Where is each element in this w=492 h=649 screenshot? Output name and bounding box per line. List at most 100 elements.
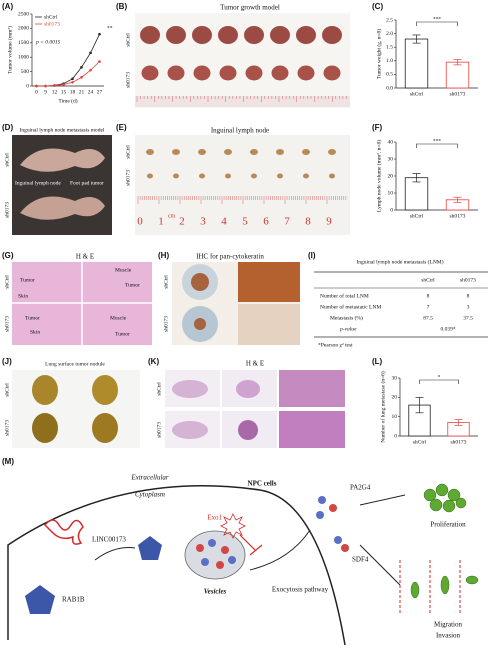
annotation: *: [438, 374, 441, 380]
point: [80, 65, 83, 69]
lymph-node: [303, 173, 309, 179]
panel-label: (J): [2, 357, 12, 366]
label-exo: Exo1: [207, 514, 222, 522]
point: [89, 51, 92, 55]
point: [62, 83, 65, 86]
ruler-unit: cm: [168, 213, 176, 219]
lymph-node: [172, 149, 180, 155]
label-sdf4: SDF4: [352, 556, 369, 564]
tumor: [271, 65, 289, 81]
panel-label: (H): [158, 251, 169, 260]
annotation: p = 0.0015: [35, 39, 61, 45]
y-tick-label: 2000: [18, 26, 29, 32]
annotation: ***: [433, 16, 442, 22]
panel-title: Tumor growth model: [220, 4, 280, 12]
panel-title: Lung surface tumor nodule: [45, 360, 105, 367]
y-axis-label: Number of lung metastase (n=6): [379, 371, 386, 443]
table-footnote: *Pearson χ² test: [318, 342, 353, 348]
point: [71, 80, 74, 84]
row-label: sh0173: [4, 420, 10, 436]
x-tick-label: 0: [35, 89, 38, 95]
significance-bracket: [416, 143, 458, 148]
table-cell: Number of metastatic LNM: [320, 303, 381, 310]
x-tick-label: 15: [61, 89, 67, 95]
panel-title: H & E: [246, 360, 264, 368]
y-tick-label: 500: [21, 69, 30, 75]
row-label: sh0173: [125, 72, 131, 88]
ruler-label: 8: [305, 216, 311, 228]
x-tick-label: sh0173: [450, 213, 466, 219]
x-axis-label: Time (d): [58, 97, 77, 104]
point: [89, 68, 92, 72]
y-tick-label: 10: [388, 190, 394, 196]
ruler-label: 6: [263, 216, 269, 228]
row-label: sh0173: [163, 316, 169, 332]
point: [98, 32, 101, 36]
point: [35, 84, 38, 88]
x-tick-label: 18: [70, 89, 76, 95]
ruler-label: 5: [242, 216, 248, 228]
row-label: shCtrl: [163, 275, 169, 289]
table-header: shCtrl: [421, 277, 435, 283]
note: Tumor: [25, 315, 40, 321]
label-extracellular: Extracellular: [130, 474, 169, 482]
tumor: [296, 26, 316, 44]
point: [44, 84, 47, 88]
x-tick-label: 24: [88, 89, 94, 95]
lymph-node: [251, 173, 257, 179]
significance-bracket: [416, 21, 458, 26]
y-tick-label: 30: [392, 375, 398, 381]
label-vesicles: Vesicles: [204, 588, 227, 596]
row-label: sh0173: [4, 202, 10, 218]
table-title: Inguinal lymph node metastasis (LNM): [356, 258, 443, 265]
tumor: [167, 65, 185, 81]
annotation: ***: [433, 138, 442, 144]
point: [98, 60, 101, 63]
lymph-node: [198, 149, 206, 155]
tumor: [218, 26, 238, 44]
vesicle: [184, 530, 246, 580]
label-rab: RAB1B: [62, 596, 85, 604]
table-cell: 3: [467, 304, 470, 310]
y-tick-label: 20: [388, 173, 394, 179]
point: [53, 84, 56, 87]
table-cell: p-value: [339, 326, 357, 332]
tumor: [140, 26, 160, 44]
y-tick-label: 1.5: [386, 44, 393, 50]
row-label: sh0173: [156, 422, 162, 438]
bar: [445, 61, 470, 89]
series-line: [36, 61, 100, 87]
y-tick-label: 2.5: [386, 17, 393, 23]
tumor: [322, 26, 342, 44]
lymph-node: [199, 173, 205, 179]
row-label: sh0173: [4, 316, 10, 332]
label-lnc: LINC00173: [92, 536, 126, 544]
row-label: shCtrl: [125, 33, 131, 47]
cell-membrane: [7, 485, 346, 646]
y-tick-label: 0: [26, 83, 29, 89]
label-proliferation: Proliferation: [430, 521, 466, 529]
rab1b-shape: [25, 585, 55, 614]
mouse-leg: [20, 196, 105, 220]
tumor: [141, 65, 159, 81]
panel-label: (C): [372, 2, 383, 11]
row-label: shCtrl: [156, 382, 162, 396]
row-label: shCtrl: [4, 275, 10, 289]
label-migration: Migration: [434, 621, 462, 629]
x-tick-label: shCtrl: [413, 439, 427, 445]
lymph-node: [276, 149, 284, 155]
y-tick-label: 20: [392, 395, 398, 401]
annotation: **: [107, 25, 113, 31]
note: Tumor: [125, 282, 140, 288]
lymph-node: [250, 149, 258, 155]
significance-bracket: [419, 379, 459, 384]
tumor: [192, 26, 212, 44]
ruler-label: 7: [284, 216, 290, 228]
table-cell: 87.5: [423, 315, 433, 321]
panel-title: Inguinal lymph node: [211, 127, 269, 135]
ruler-label: 1: [158, 216, 164, 228]
panel-title: H & E: [76, 253, 94, 261]
ruler-label: 3: [200, 216, 206, 228]
panel-label: (M): [2, 457, 14, 466]
